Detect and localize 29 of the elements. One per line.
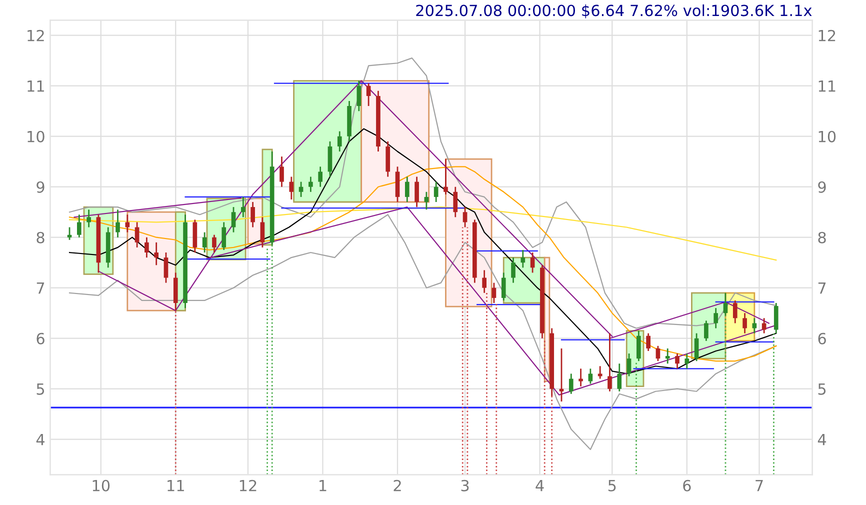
y-tick-label: 5 — [36, 384, 44, 395]
y2-tick-label: 7 — [818, 282, 826, 294]
y-tick-label: 4 — [36, 434, 45, 446]
y2-tick-label: 10 — [818, 130, 836, 142]
y2-tick-label: 4 — [818, 434, 826, 446]
x-tick-label: 11 — [168, 480, 184, 492]
y-tick-label: 8 — [36, 232, 44, 244]
chart-title: 2025.07.08 00:00:00 $6.64 7.62% vol:1903.6K 1.1x — [416, 4, 812, 18]
y2-tick-label: 9 — [818, 181, 826, 193]
x-tick-label: 4 — [536, 480, 544, 492]
y2-tick-label: 5 — [818, 384, 826, 395]
y-tick-label: 7 — [36, 282, 44, 294]
y-tick-label: 9 — [36, 181, 44, 193]
x-tick-label: 1 — [320, 480, 326, 492]
x-tick-label: 7 — [756, 480, 763, 492]
y2-tick-label: 12 — [818, 30, 836, 42]
y2-tick-label: 8 — [818, 232, 826, 244]
y-tick-label: 6 — [36, 332, 44, 344]
x-tick-label: 3 — [461, 480, 469, 492]
y2-tick-label: 11 — [818, 80, 836, 92]
y-tick-label: 12 — [28, 30, 44, 42]
x-tick-label: 2 — [394, 480, 401, 492]
y2-tick-label: 6 — [818, 332, 826, 344]
y-tick-label: 10 — [28, 130, 44, 142]
x-tick-label: 5 — [608, 480, 616, 492]
y-tick-label: 11 — [28, 80, 44, 92]
x-tick-label: 6 — [683, 480, 691, 492]
x-tick-label: 12 — [240, 480, 256, 492]
x-tick-label: 10 — [92, 480, 110, 492]
